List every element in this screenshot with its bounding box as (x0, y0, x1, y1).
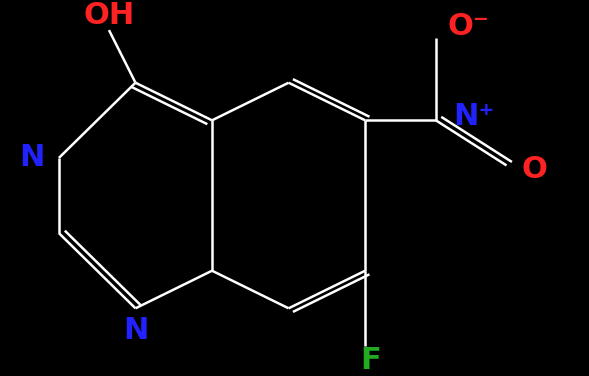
Text: F: F (360, 346, 382, 376)
Text: N: N (19, 143, 45, 173)
Text: O⁻: O⁻ (448, 12, 489, 41)
Text: O: O (521, 155, 547, 184)
Text: OH: OH (83, 0, 135, 30)
Text: N⁺: N⁺ (454, 102, 495, 131)
Text: N: N (123, 316, 148, 346)
